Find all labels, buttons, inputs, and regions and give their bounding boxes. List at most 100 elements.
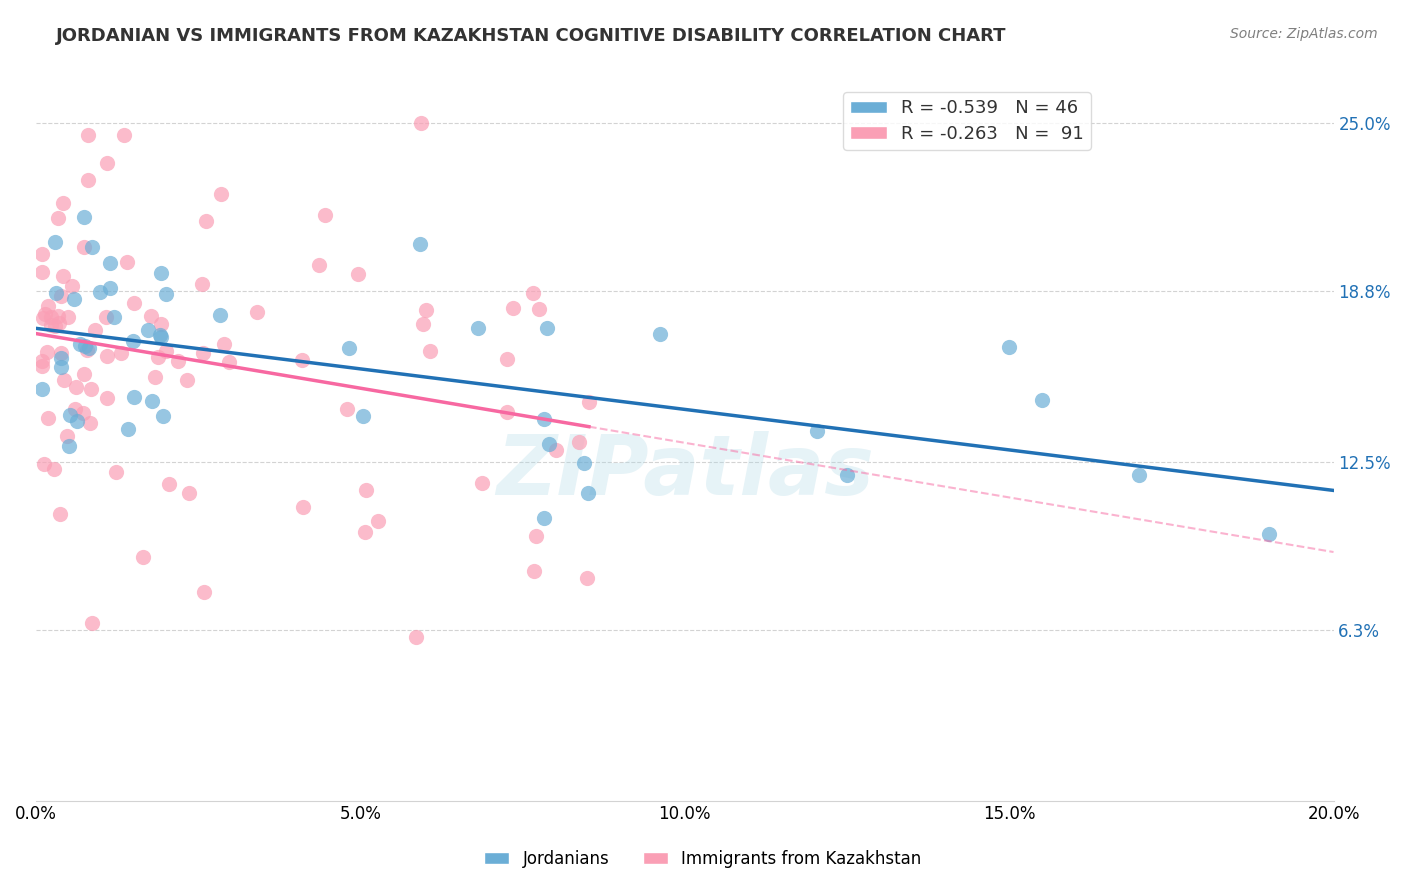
Point xyxy=(104,465,127,479)
Point xyxy=(96,156,118,170)
Point xyxy=(155,286,177,301)
Point xyxy=(76,343,98,358)
Point xyxy=(177,485,200,500)
Point xyxy=(89,285,111,299)
Point xyxy=(77,173,100,187)
Point xyxy=(291,500,314,515)
Point xyxy=(56,429,79,443)
Point xyxy=(195,214,218,228)
Point xyxy=(45,285,67,300)
Point xyxy=(66,414,89,428)
Point xyxy=(149,266,172,280)
Point xyxy=(495,351,517,366)
Point xyxy=(60,279,83,293)
Point xyxy=(80,615,103,630)
Point xyxy=(110,346,132,360)
Point xyxy=(49,360,72,375)
Point xyxy=(336,401,359,416)
Point xyxy=(176,373,198,387)
Point xyxy=(44,318,66,333)
Point xyxy=(69,337,91,351)
Point xyxy=(79,342,101,356)
Point xyxy=(48,211,70,225)
Point xyxy=(502,301,524,315)
Point xyxy=(136,323,159,337)
Point xyxy=(337,341,360,355)
Point xyxy=(73,240,96,254)
Point xyxy=(49,346,72,360)
Point xyxy=(98,281,121,295)
Point xyxy=(209,186,232,201)
Point xyxy=(73,211,96,225)
Point xyxy=(544,443,567,458)
Point xyxy=(77,128,100,143)
Point xyxy=(58,439,80,453)
Point xyxy=(524,529,547,543)
Point xyxy=(998,340,1021,354)
Point xyxy=(32,457,55,471)
Point xyxy=(568,435,591,450)
Point xyxy=(536,321,558,335)
Point xyxy=(496,405,519,419)
Point xyxy=(572,456,595,470)
Point xyxy=(648,327,671,342)
Point xyxy=(31,382,53,396)
Point xyxy=(533,511,555,525)
Point xyxy=(522,286,544,301)
Point xyxy=(533,411,555,425)
Point xyxy=(79,383,101,397)
Point xyxy=(49,351,72,366)
Point xyxy=(79,416,101,430)
Point xyxy=(124,296,146,310)
Point xyxy=(209,308,232,322)
Point xyxy=(149,328,172,343)
Point xyxy=(409,116,432,130)
Point xyxy=(191,346,214,360)
Point xyxy=(59,408,82,422)
Point xyxy=(44,235,66,250)
Point xyxy=(537,437,560,451)
Text: JORDANIAN VS IMMIGRANTS FROM KAZAKHSTAN COGNITIVE DISABILITY CORRELATION CHART: JORDANIAN VS IMMIGRANTS FROM KAZAKHSTAN … xyxy=(56,27,1007,45)
Point xyxy=(53,373,76,387)
Point xyxy=(96,349,118,363)
Point xyxy=(75,338,97,352)
Point xyxy=(353,524,375,539)
Point xyxy=(412,317,434,331)
Point xyxy=(98,256,121,270)
Point xyxy=(347,267,370,281)
Point xyxy=(37,410,59,425)
Point xyxy=(58,310,80,324)
Point xyxy=(96,310,118,324)
Point xyxy=(150,330,173,344)
Point xyxy=(167,354,190,368)
Point xyxy=(39,310,62,325)
Point xyxy=(146,350,169,364)
Point xyxy=(419,344,441,359)
Point xyxy=(115,255,138,269)
Point xyxy=(72,406,94,420)
Point xyxy=(48,507,70,521)
Point xyxy=(291,353,314,368)
Point xyxy=(806,424,828,438)
Point xyxy=(52,196,75,211)
Point xyxy=(84,323,107,337)
Point xyxy=(49,289,72,303)
Point xyxy=(1257,526,1279,541)
Legend: Jordanians, Immigrants from Kazakhstan: Jordanians, Immigrants from Kazakhstan xyxy=(478,844,928,875)
Point xyxy=(578,395,600,409)
Point xyxy=(72,367,94,381)
Point xyxy=(103,310,125,324)
Point xyxy=(409,236,432,251)
Point xyxy=(63,293,86,307)
Point xyxy=(31,354,53,368)
Point xyxy=(143,370,166,384)
Legend: R = -0.539   N = 46, R = -0.263   N =  91: R = -0.539 N = 46, R = -0.263 N = 91 xyxy=(844,92,1091,150)
Point xyxy=(31,265,53,279)
Point xyxy=(65,380,87,394)
Point xyxy=(96,391,118,405)
Point xyxy=(152,409,174,423)
Point xyxy=(314,208,336,222)
Point xyxy=(122,390,145,404)
Point xyxy=(139,309,162,323)
Point xyxy=(1031,393,1053,408)
